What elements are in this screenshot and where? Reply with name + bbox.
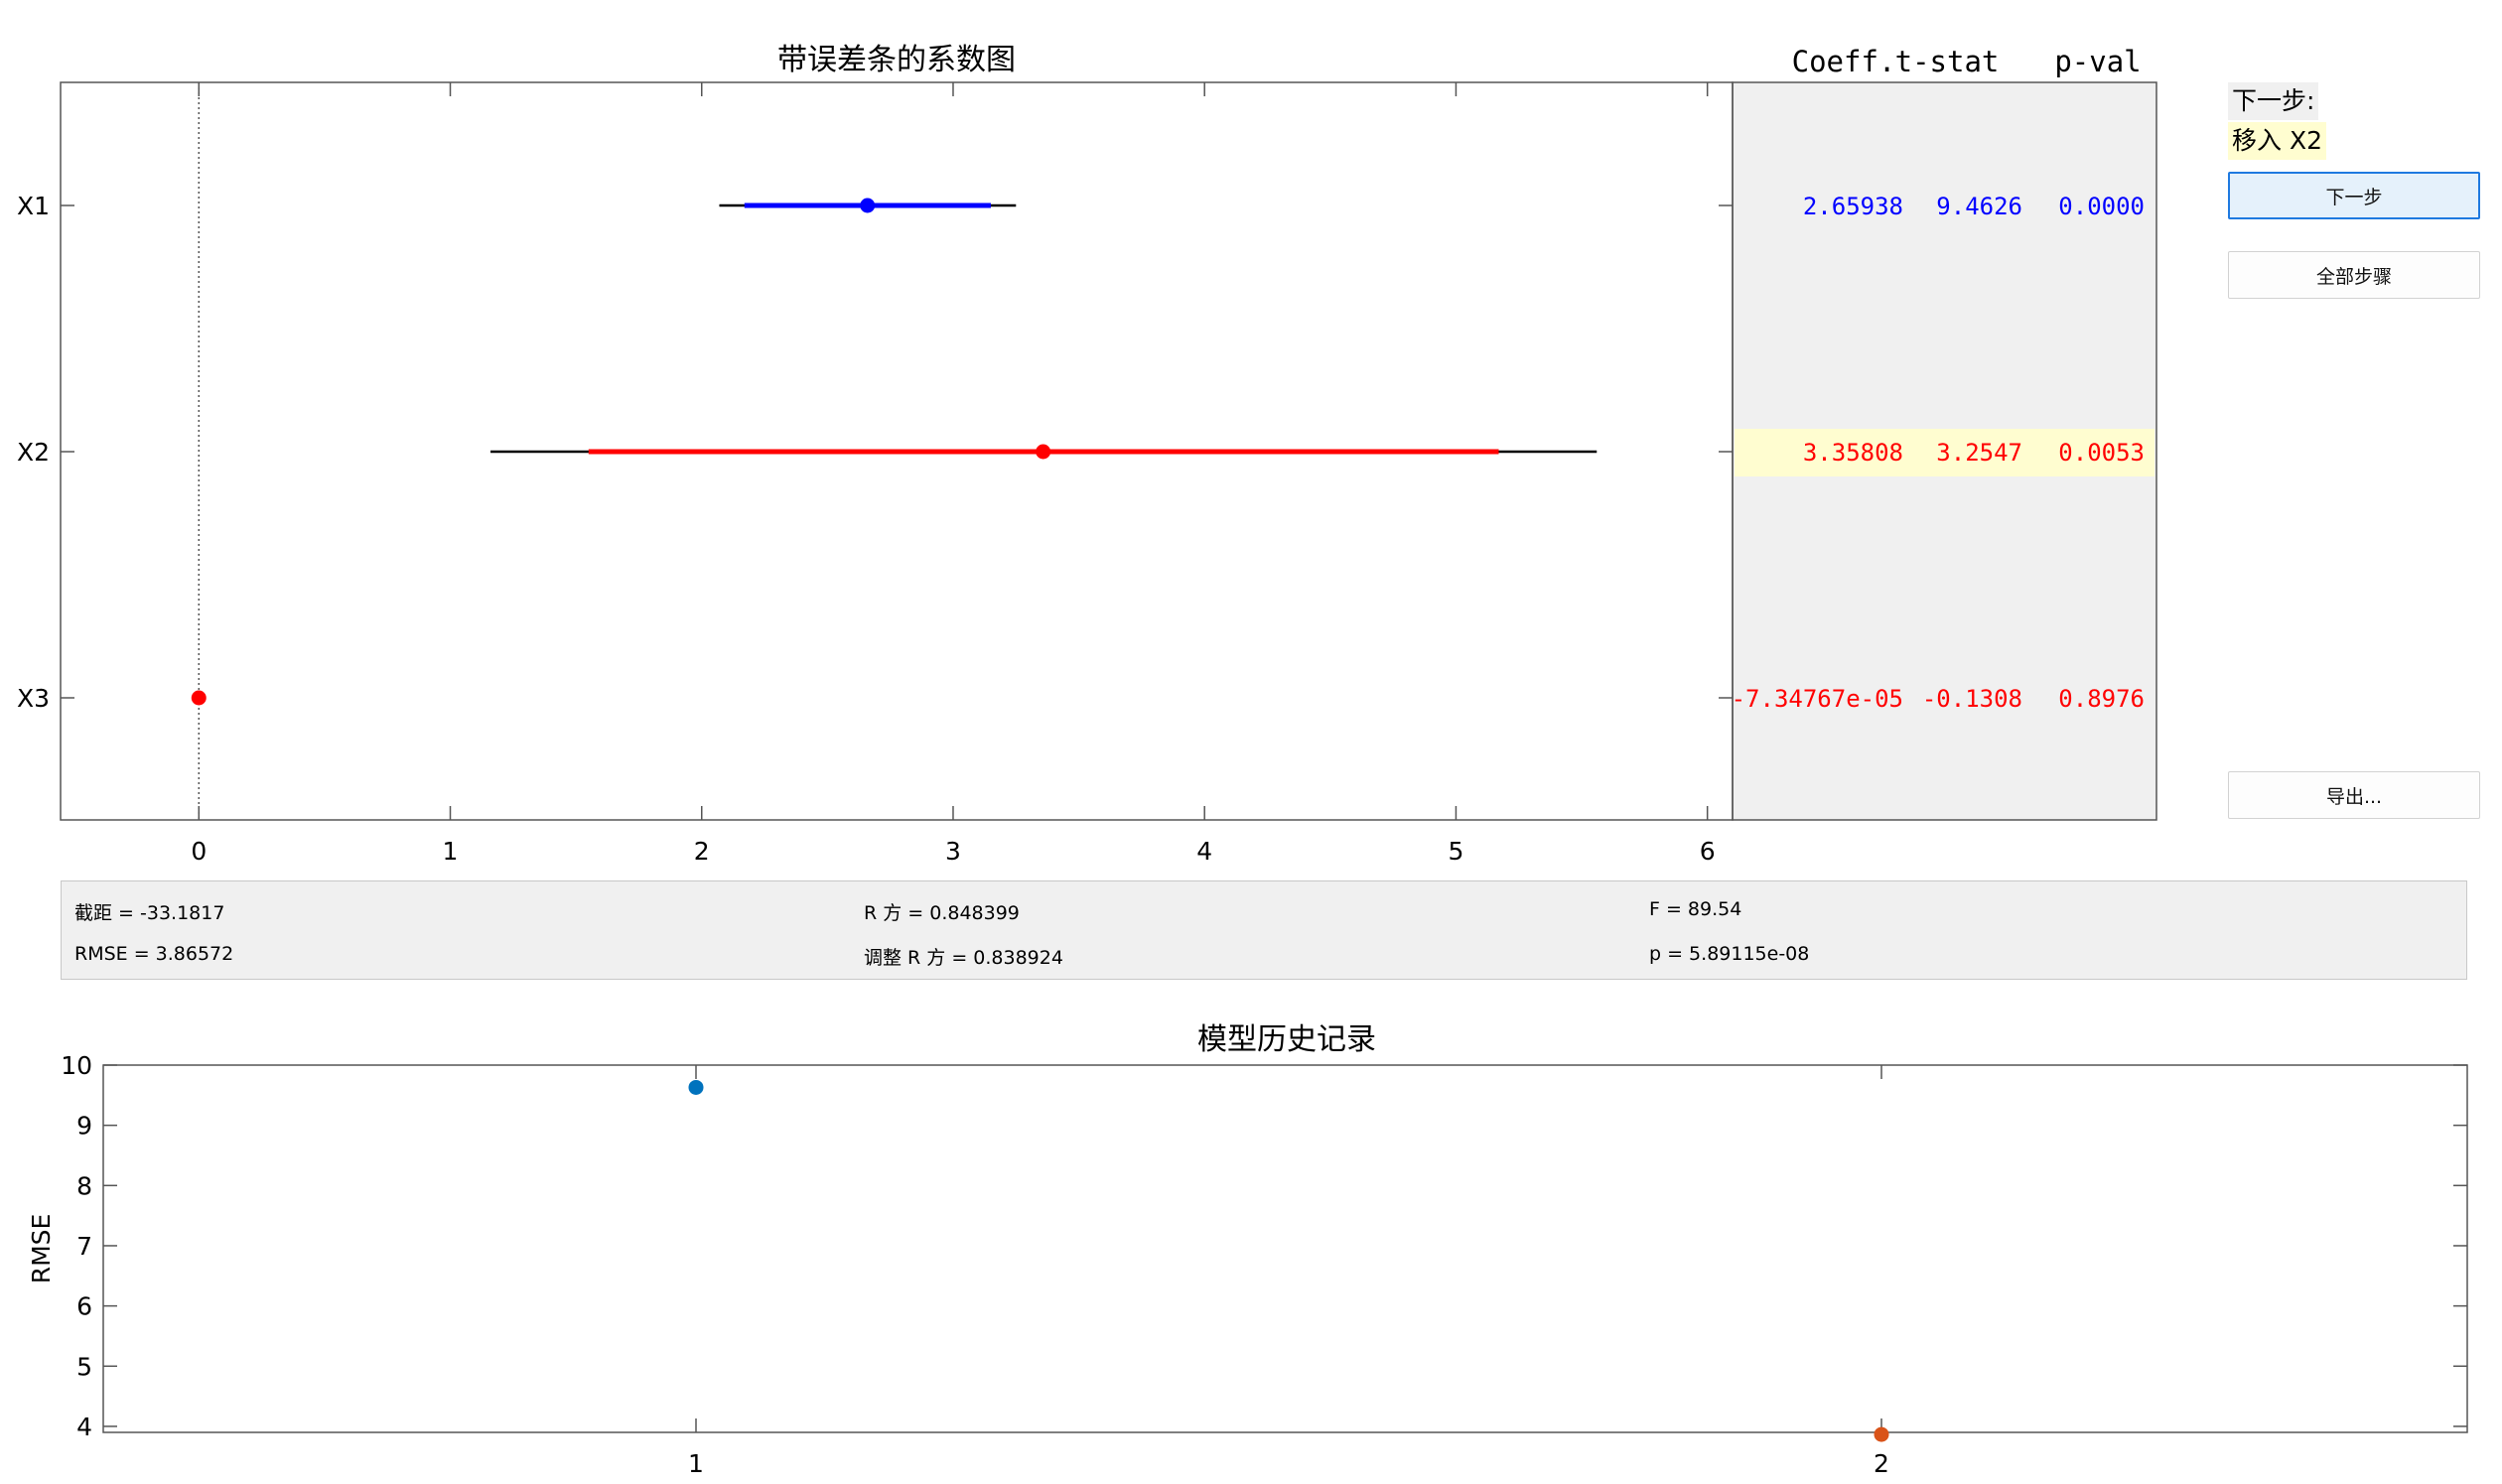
- model-stats-panel: 截距 = -33.1817 RMSE = 3.86572 R 方 = 0.848…: [61, 880, 2467, 980]
- coef-plot-title: 带误差条的系数图: [777, 43, 1016, 77]
- table-header-tstat: t-stat: [1895, 45, 2000, 78]
- next-step-panel: 下一步: 移入 X2: [2228, 82, 2486, 160]
- next-step-label: 下一步:: [2228, 82, 2319, 120]
- intercept-stat: 截距 = -33.1817: [74, 902, 225, 924]
- model-history-plot: 模型历史记录 RMSE 4 5 6 7 8 9 10 1 2: [27, 1022, 2468, 1478]
- history-y-tick-label: 10: [61, 1051, 92, 1080]
- x-tick-label: 0: [191, 837, 207, 866]
- next-step-value: 移入 X2: [2228, 122, 2326, 160]
- history-title: 模型历史记录: [1197, 1022, 1376, 1057]
- table-cell-pval: 0.0000: [2058, 193, 2145, 220]
- x-tick-label: 2: [694, 837, 710, 866]
- coef-point-x2[interactable]: [1036, 444, 1051, 460]
- history-point-1[interactable]: [688, 1079, 704, 1095]
- coef-point-x1[interactable]: [860, 198, 876, 213]
- history-y-tick-label: 9: [76, 1112, 92, 1141]
- table-cell-coeff: 3.35808: [1803, 439, 1903, 467]
- history-axes: [102, 1064, 2468, 1433]
- coef-table-highlight: [1735, 429, 2154, 476]
- history-point-2[interactable]: [1874, 1426, 1889, 1442]
- coefficient-plot: 带误差条的系数图 0 1 2 3 4 5 6 X1 X2 X3 Coeff. t-stat p-v…: [17, 43, 2157, 866]
- x-tick-label: 1: [443, 837, 459, 866]
- history-y-tick-label: 5: [76, 1352, 92, 1381]
- rsq-stat: R 方 = 0.848399: [864, 902, 1020, 924]
- table-cell-tstat: 9.4626: [1936, 193, 2022, 220]
- table-cell-pval: 0.0053: [2058, 439, 2145, 467]
- export-button[interactable]: 导出...: [2228, 771, 2480, 819]
- history-y-tick-label: 4: [76, 1413, 92, 1441]
- rmse-stat: RMSE = 3.86572: [74, 943, 234, 965]
- table-cell-tstat: 3.2547: [1936, 439, 2022, 467]
- y-tick-label: X1: [17, 192, 50, 220]
- coef-point-x3[interactable]: [191, 690, 207, 706]
- table-header-coeff: Coeff.: [1792, 45, 1896, 78]
- x-tick-label: 3: [945, 837, 961, 866]
- x-tick-label: 5: [1448, 837, 1463, 866]
- history-y-tick-label: 6: [76, 1292, 92, 1321]
- table-cell-coeff: -7.34767e-05: [1732, 685, 1903, 713]
- all-steps-button[interactable]: 全部步骤: [2228, 251, 2480, 299]
- history-x-tick-label: 1: [688, 1449, 704, 1478]
- adj-rsq-stat: 调整 R 方 = 0.838924: [864, 947, 1063, 969]
- history-y-tick-label: 8: [76, 1171, 92, 1200]
- table-cell-pval: 0.8976: [2058, 685, 2145, 713]
- table-header-pval: p-val: [2054, 45, 2141, 78]
- y-tick-label: X3: [17, 684, 50, 713]
- table-cell-tstat: -0.1308: [1922, 685, 2022, 713]
- x-tick-label: 6: [1700, 837, 1716, 866]
- f-stat: F = 89.54: [1649, 898, 1742, 920]
- p-stat: p = 5.89115e-08: [1649, 943, 1810, 965]
- history-x-tick-label: 2: [1874, 1449, 1889, 1478]
- next-step-button[interactable]: 下一步: [2228, 172, 2480, 219]
- y-tick-label: X2: [17, 438, 50, 467]
- history-ylabel: RMSE: [27, 1214, 56, 1284]
- table-cell-coeff: 2.65938: [1803, 193, 1903, 220]
- x-tick-label: 4: [1196, 837, 1212, 866]
- history-y-tick-label: 7: [76, 1232, 92, 1261]
